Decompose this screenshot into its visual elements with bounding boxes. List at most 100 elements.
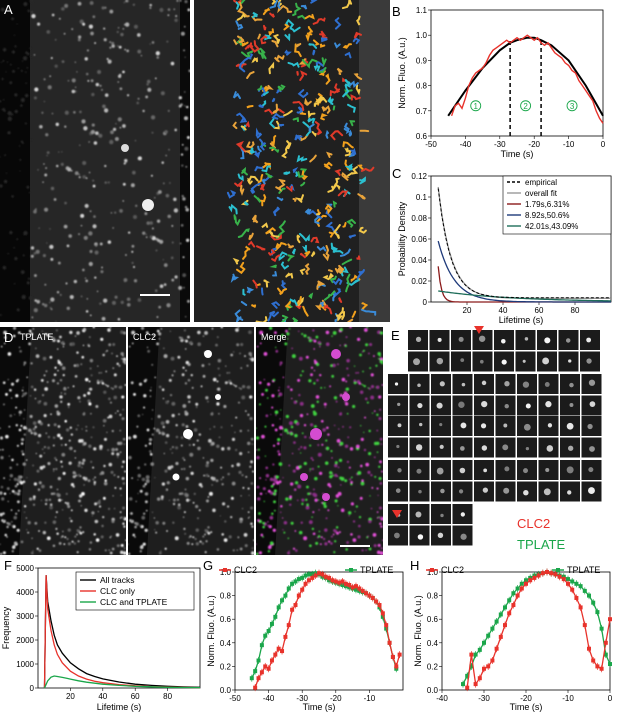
- puncta: [217, 387, 221, 391]
- puncta: [265, 492, 267, 495]
- puncta: [220, 478, 223, 481]
- puncta: [274, 410, 279, 415]
- puncta: [207, 526, 210, 529]
- puncta: [216, 380, 219, 383]
- puncta: [378, 476, 382, 481]
- puncta: [460, 446, 465, 451]
- puncta: [133, 279, 138, 283]
- puncta: [262, 536, 264, 538]
- puncta: [269, 327, 273, 330]
- puncta: [377, 516, 379, 518]
- puncta: [62, 373, 65, 377]
- track: [269, 0, 278, 9]
- puncta: [10, 509, 13, 511]
- puncta: [45, 370, 48, 373]
- y-tick-label: 0.8: [427, 592, 439, 601]
- puncta: [23, 511, 26, 513]
- puncta: [104, 479, 107, 482]
- puncta: [57, 261, 61, 265]
- track: [348, 147, 357, 156]
- bright-spot: [204, 350, 212, 358]
- puncta: [0, 485, 4, 489]
- track: [261, 222, 269, 229]
- track: [322, 272, 335, 281]
- track: [244, 44, 251, 50]
- puncta: [0, 345, 3, 348]
- puncta: [50, 308, 53, 311]
- puncta: [259, 330, 264, 335]
- track: [256, 47, 266, 59]
- puncta: [291, 354, 296, 359]
- puncta: [175, 435, 179, 439]
- puncta: [112, 367, 115, 370]
- puncta: [30, 246, 35, 250]
- puncta: [131, 330, 136, 335]
- puncta: [11, 50, 15, 54]
- puncta: [189, 535, 192, 538]
- puncta: [272, 463, 275, 466]
- data-point: [461, 682, 465, 687]
- puncta: [7, 131, 11, 135]
- puncta: [32, 495, 36, 499]
- puncta: [94, 502, 98, 506]
- puncta: [366, 401, 369, 404]
- track: [259, 194, 267, 207]
- puncta: [102, 496, 106, 500]
- track: [255, 316, 268, 322]
- puncta: [258, 512, 261, 515]
- puncta: [23, 361, 27, 365]
- puncta: [236, 343, 240, 347]
- bright-spot: [215, 394, 221, 400]
- puncta: [360, 437, 364, 441]
- puncta: [313, 369, 316, 372]
- puncta: [349, 327, 352, 329]
- puncta: [265, 388, 268, 392]
- track: [285, 272, 294, 279]
- data-point: [273, 652, 278, 657]
- puncta: [322, 428, 326, 432]
- data-point: [266, 629, 271, 633]
- puncta: [250, 522, 253, 525]
- puncta: [90, 79, 94, 83]
- puncta: [360, 481, 365, 486]
- puncta: [93, 447, 97, 451]
- puncta: [313, 348, 315, 350]
- puncta: [180, 223, 184, 227]
- track: [355, 84, 361, 96]
- puncta: [358, 382, 362, 385]
- y-tick-label: 0.2: [427, 662, 439, 671]
- puncta: [90, 460, 93, 463]
- puncta: [111, 387, 114, 390]
- puncta: [69, 517, 71, 520]
- puncta: [74, 457, 77, 459]
- puncta: [37, 169, 39, 171]
- puncta: [267, 489, 271, 493]
- puncta: [41, 448, 44, 451]
- puncta: [333, 528, 337, 533]
- puncta: [230, 496, 234, 500]
- puncta: [100, 371, 103, 374]
- puncta: [185, 369, 187, 372]
- puncta: [117, 317, 121, 321]
- puncta: [278, 462, 283, 466]
- puncta: [34, 425, 37, 429]
- track: [268, 61, 275, 75]
- tile-grid: [388, 330, 602, 546]
- puncta: [81, 466, 83, 469]
- puncta: [87, 479, 91, 483]
- puncta: [334, 461, 338, 465]
- puncta: [37, 488, 40, 491]
- puncta: [460, 422, 467, 429]
- puncta: [324, 542, 328, 546]
- puncta: [312, 459, 314, 461]
- puncta: [216, 388, 218, 390]
- puncta: [60, 400, 63, 404]
- track: [341, 0, 353, 10]
- puncta: [87, 79, 90, 82]
- puncta-group: [128, 327, 254, 555]
- puncta: [34, 87, 39, 92]
- puncta: [219, 515, 221, 517]
- data-point: [582, 588, 587, 593]
- puncta: [6, 487, 10, 491]
- puncta: [16, 238, 19, 241]
